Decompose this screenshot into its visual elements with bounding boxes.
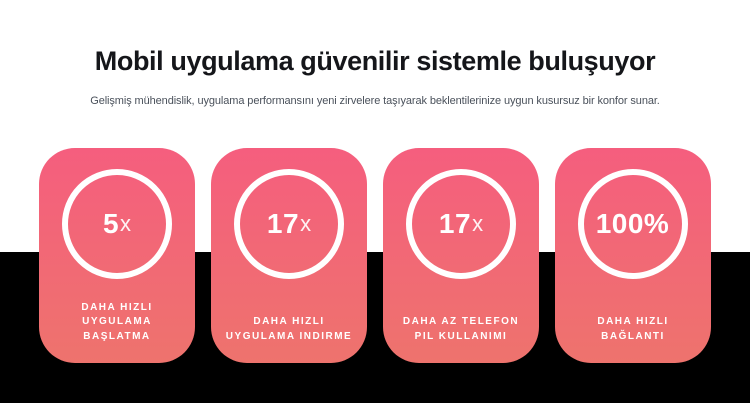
stat-value: 5 xyxy=(102,208,120,239)
stat-circle: 17 x xyxy=(406,169,516,279)
stat-label: DAHA HIZLI UYGULAMA INDIRME xyxy=(225,316,353,342)
stat-circle: 100% xyxy=(578,169,688,279)
stat-suffix: x xyxy=(472,211,484,236)
page-title: Mobil uygulama güvenilir sistemle buluşu… xyxy=(94,46,656,76)
stat-card-connection: 100% DAHA HIZLI BAĞLANTI xyxy=(555,148,711,363)
stat-label: DAHA AZ TELEFON PIL KULLANIMI xyxy=(402,316,520,342)
stat-label: DAHA HIZLI UYGULAMA BAŞLATMA xyxy=(81,301,153,342)
stat-card-battery-usage: 17 x DAHA AZ TELEFON PIL KULLANIMI xyxy=(383,148,539,363)
stat-suffix: x xyxy=(300,211,312,236)
page-subtitle: Gelişmiş mühendislik, uygulama performan… xyxy=(90,95,660,107)
stat-circle: 17 x xyxy=(234,169,344,279)
stat-suffix: x xyxy=(120,211,132,236)
stat-value: 17 xyxy=(438,208,472,239)
stat-card-app-download: 17 x DAHA HIZLI UYGULAMA INDIRME xyxy=(211,148,367,363)
section-header: Mobil uygulama güvenilir sistemle buluşu… xyxy=(0,0,750,107)
stat-label: DAHA HIZLI BAĞLANTI xyxy=(597,316,669,342)
stat-value: 17 xyxy=(266,208,300,239)
stat-value: 100% xyxy=(595,208,670,239)
